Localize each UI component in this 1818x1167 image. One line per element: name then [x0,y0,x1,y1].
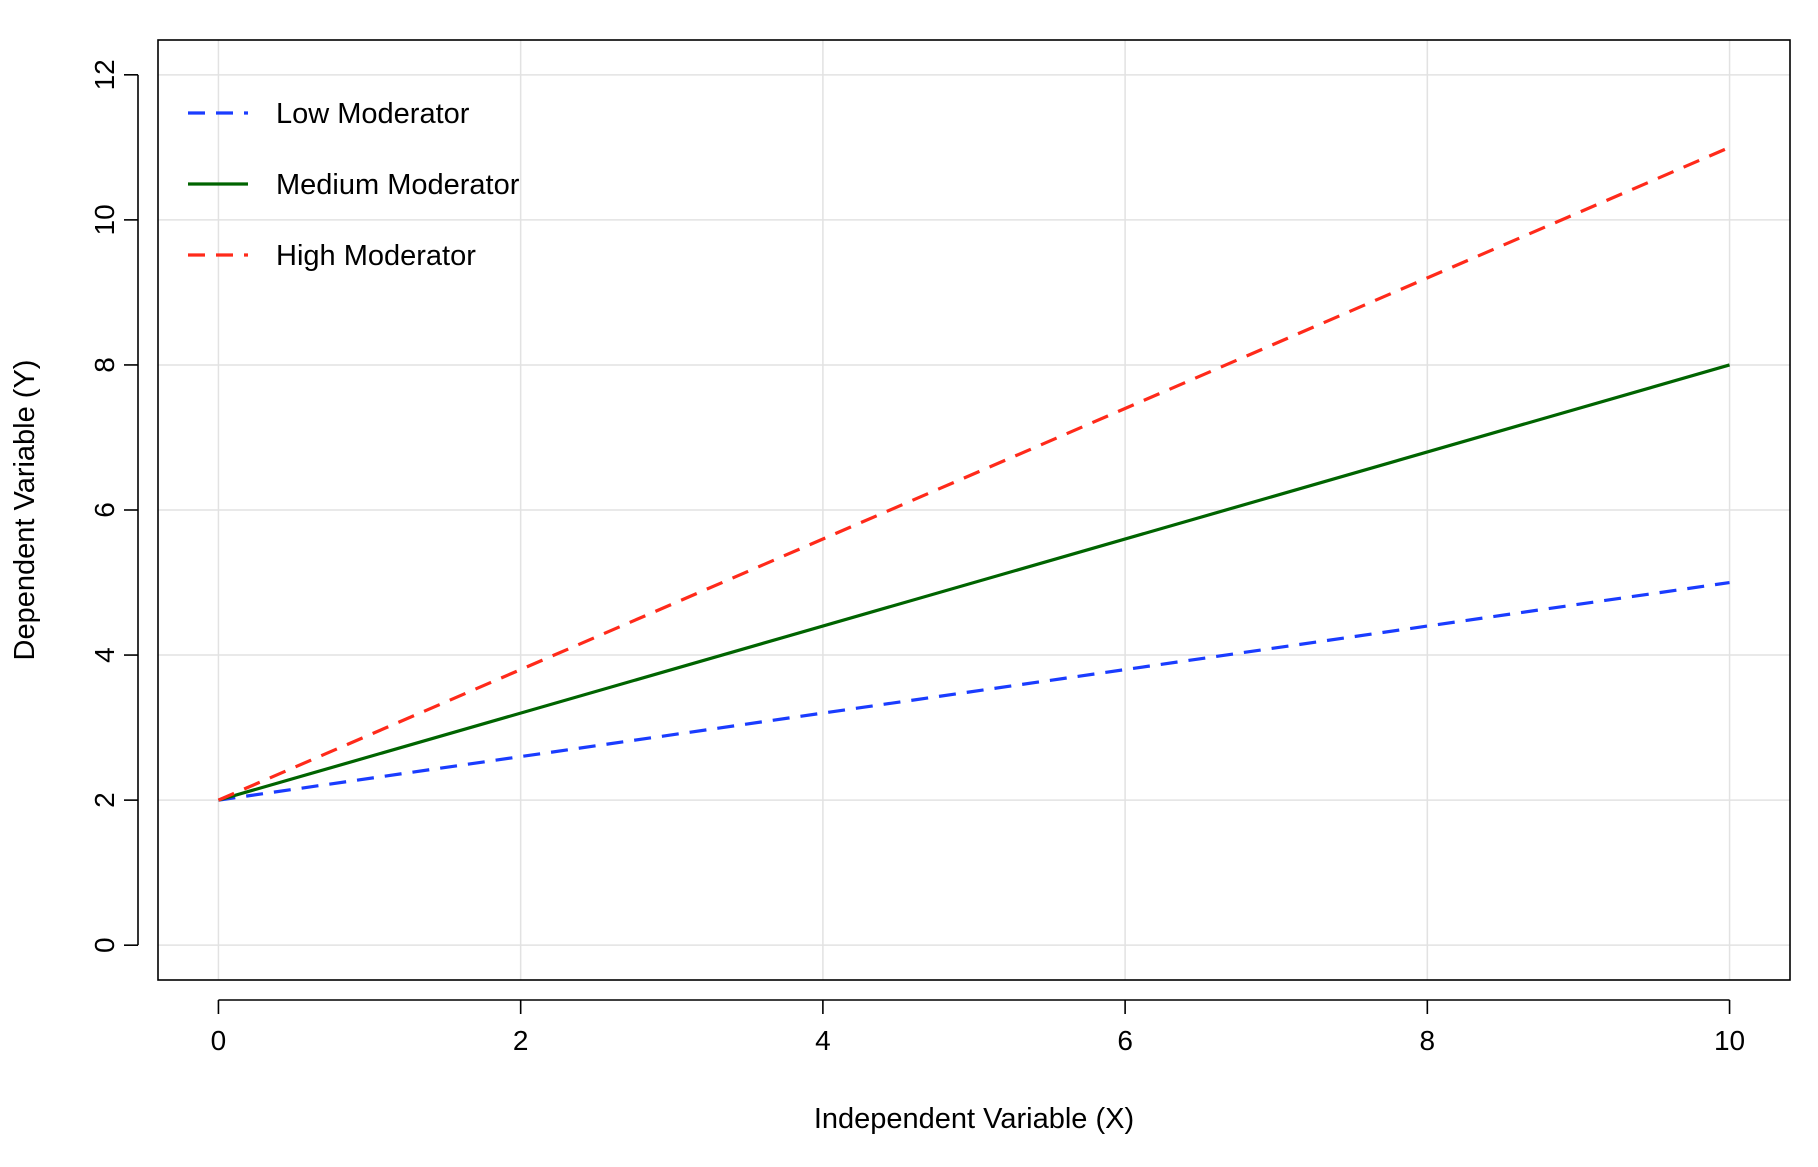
y-tick-label: 0 [89,937,120,953]
series-lines [217,145,1731,802]
series-line-high-moderator [217,145,1731,802]
gridlines [158,40,1790,980]
axes: 0 2 4 6 8 10 0 2 4 6 8 10 12 [89,59,1745,1056]
legend-label: High Moderator [276,240,476,272]
y-tick-label: 4 [89,647,120,663]
x-tick-label: 10 [1714,1025,1745,1056]
x-axis-label: Independent Variable (X) [814,1103,1134,1135]
x-tick-label: 2 [513,1025,529,1056]
x-tick-label: 4 [815,1025,831,1056]
series-line-low-moderator [218,580,1730,802]
series-line-medium-moderator [218,363,1730,802]
y-tick-label: 10 [89,204,120,235]
y-tick-label: 12 [89,59,120,90]
legend-label: Low Moderator [276,98,470,130]
y-tick-label: 8 [89,357,120,373]
legend-label: Medium Moderator [276,169,520,201]
legend: Low Moderator Medium Moderator High Modera… [188,98,520,272]
x-tick-label: 8 [1420,1025,1436,1056]
y-axis-label: Dependent Variable (Y) [9,360,41,661]
y-tick-label: 2 [89,792,120,808]
y-tick-label: 6 [89,502,120,518]
plot-frame [157,39,1791,981]
x-tick-label: 0 [211,1025,227,1056]
x-tick-label: 6 [1117,1025,1133,1056]
